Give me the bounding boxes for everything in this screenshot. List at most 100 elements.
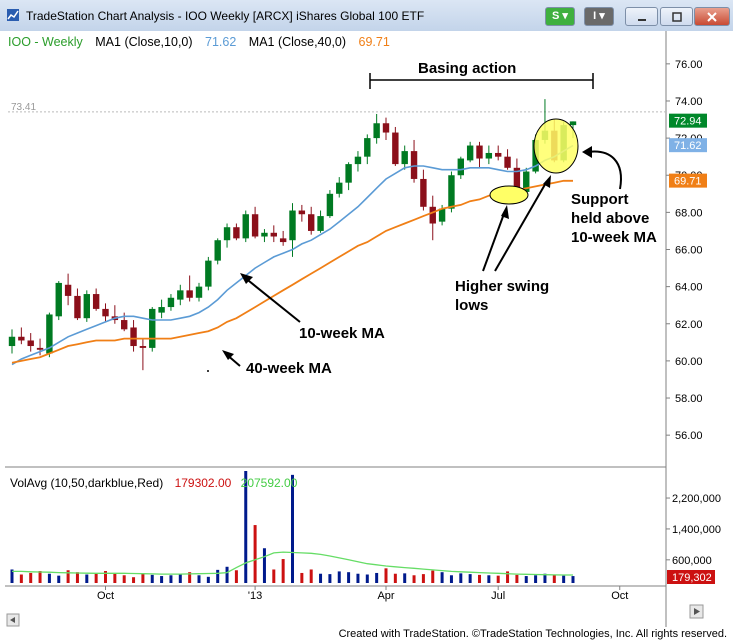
volume-legend: VolAvg (10,50,darkblue,Red) 179302.00 20… (10, 476, 298, 490)
volume-bar (449, 575, 453, 583)
candle-body (373, 123, 380, 139)
close-button[interactable] (694, 7, 730, 26)
candle-body (251, 214, 259, 237)
higher-low-arrowhead-1 (501, 205, 509, 219)
scroll-arrows[interactable] (6, 604, 704, 627)
candle (214, 238, 221, 265)
volume-bar (309, 569, 313, 583)
volume-bar (478, 574, 481, 583)
price-tick-label: 60.00 (675, 356, 703, 368)
candle (186, 275, 193, 302)
candle-body (495, 152, 502, 157)
time-tick-label: Jul (491, 590, 505, 602)
time-tick-label: Apr (377, 590, 394, 602)
volume-tag (667, 570, 715, 584)
volume-bar (206, 576, 210, 583)
candle-body (401, 151, 408, 165)
candle-body (149, 308, 156, 348)
volume-bar (487, 575, 491, 583)
time-tick-label: '13 (248, 590, 262, 602)
volume-bar (496, 575, 500, 583)
candle-body (345, 164, 352, 183)
support-arrow (587, 150, 622, 190)
ten-week-ma-label: 10-week MA (299, 325, 385, 342)
high-reference-label: 73.41 (11, 102, 36, 113)
candle (523, 167, 530, 194)
volume-bar (506, 571, 510, 583)
price-tick-label: 64.00 (675, 282, 703, 294)
candle (382, 117, 390, 140)
volume-bar (552, 574, 556, 583)
candle-body (476, 145, 483, 159)
volume-bar (29, 572, 33, 583)
indicator-button[interactable]: I ▾ (584, 7, 614, 26)
candle (308, 206, 315, 235)
minimize-button[interactable] (625, 7, 658, 26)
volume-bar (104, 571, 107, 583)
candle (18, 327, 25, 345)
candle (92, 288, 100, 311)
candle (345, 162, 352, 191)
volume-bar (188, 572, 192, 583)
candle-body (36, 347, 44, 350)
candle-body (485, 152, 493, 159)
volume-bar (10, 569, 14, 583)
volume-bar (291, 474, 294, 583)
volume-tick-label: 2,200,000 (672, 493, 721, 505)
legend-ma40-label: MA1 (Close,40,0) (249, 35, 346, 49)
candle (476, 141, 483, 168)
volume-bar (272, 569, 276, 583)
volume-bar (421, 574, 425, 583)
last-price-tag-text: 72.94 (674, 116, 702, 128)
candle-body (438, 208, 446, 222)
maximize-button[interactable] (660, 7, 693, 26)
volume-bar (328, 574, 332, 583)
volume-tick-label: 600,000 (672, 555, 712, 567)
title-bar[interactable]: TradeStation Chart Analysis - IOO Weekly… (0, 0, 733, 32)
candle (279, 230, 287, 246)
volume-average-line (12, 551, 573, 576)
volume-bar (216, 569, 220, 583)
chart-area[interactable]: 73.41 56.00 58.00 60.00 62.00 64.00 66.00 68.0… (0, 31, 733, 627)
candle-body (139, 346, 147, 348)
svg-text:IOO - Weekly MA1 (Clos: IOO - Weekly MA1 (Close,10,0) 71.62 MA1 … (8, 35, 390, 49)
higher-low-highlight-2 (533, 118, 579, 174)
volume-bar (253, 525, 257, 583)
ma40-line (11, 179, 573, 364)
volume-bar (244, 471, 248, 583)
time-tick-label: Oct (611, 590, 628, 602)
volume-bar (262, 548, 266, 583)
price-tick-label: 58.00 (675, 393, 703, 405)
legend-ma10-label: MA1 (Close,10,0) (95, 35, 192, 49)
higher-low-highlight-1 (489, 185, 529, 205)
candle (420, 169, 427, 211)
window-title: TradeStation Chart Analysis - IOO Weekly… (26, 9, 425, 23)
price-legend: IOO - Weekly MA1 (Close,10,0) 71.62 MA1 … (8, 35, 390, 49)
volume-bar (375, 572, 379, 583)
price-tick-label: 62.00 (675, 319, 703, 331)
higher-swing-lows-line-1: Higher swing (455, 278, 549, 295)
volume-bar (160, 576, 164, 583)
candle (8, 329, 16, 354)
volume-bar (515, 574, 519, 583)
candle-body (27, 340, 34, 347)
volume-tag-text: 179,302 (672, 572, 712, 584)
candle (242, 210, 249, 243)
candle (410, 139, 418, 183)
volume-bar (85, 574, 89, 583)
candle (46, 312, 53, 358)
strategy-button[interactable]: S ▾ (545, 7, 575, 26)
ma10-price-tag-text: 71.62 (674, 140, 702, 152)
candle (392, 126, 399, 166)
candle (64, 273, 72, 306)
volume-bar (300, 572, 304, 583)
scroll-left-icon (10, 617, 15, 623)
footer-copyright: Created with TradeStation. ©TradeStation… (338, 628, 727, 640)
candle-body (270, 232, 277, 237)
candle-body (130, 327, 137, 347)
volume-bar (197, 575, 201, 583)
volume-bar (47, 573, 51, 583)
ma10-price-tag (669, 138, 707, 153)
candle (74, 288, 81, 321)
